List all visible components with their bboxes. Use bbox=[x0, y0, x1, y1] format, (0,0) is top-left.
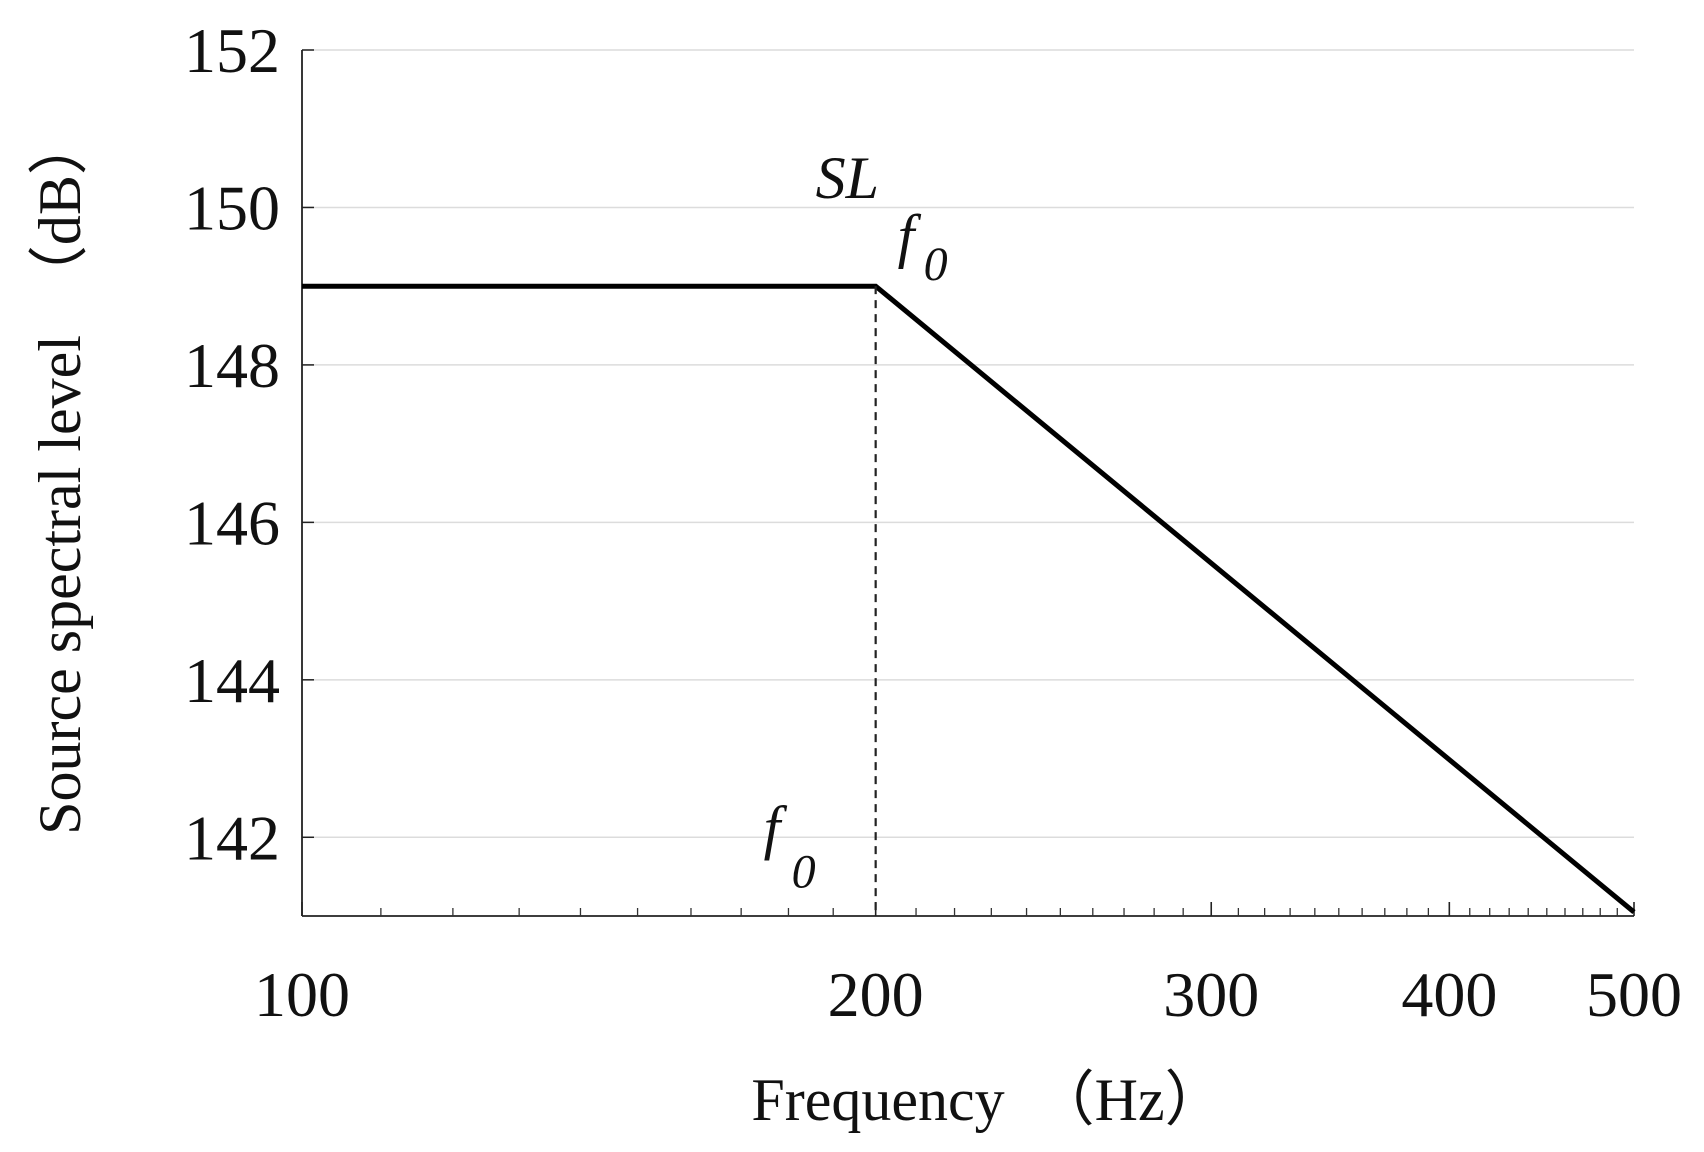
y-tick-label: 148 bbox=[184, 330, 280, 401]
annotations-layer: SLf 0f0 bbox=[764, 145, 948, 916]
sl-label-sub: f bbox=[898, 203, 922, 269]
grid-layer bbox=[302, 49, 1634, 839]
y-axis-title: Source spectral level （dB） bbox=[27, 115, 93, 835]
sl-label-main: SL bbox=[816, 145, 879, 211]
labels-layer: 142 144 146 148 150 152 100 200 300 400 500 Frequen… bbox=[27, 15, 1682, 1133]
f0-label-main: f bbox=[764, 794, 788, 860]
series-layer bbox=[302, 283, 1636, 915]
y-tick-label: 142 bbox=[184, 802, 280, 873]
x-tick-label: 400 bbox=[1401, 959, 1497, 1030]
y-tick-label: 152 bbox=[184, 15, 280, 86]
axes bbox=[301, 49, 1635, 917]
series-line bbox=[302, 283, 1636, 915]
f0-label-sub: 0 bbox=[792, 845, 816, 898]
x-axis-title: Frequency （Hz） bbox=[751, 1067, 1224, 1133]
x-tick-label: 500 bbox=[1586, 959, 1682, 1030]
y-tick-label: 146 bbox=[184, 487, 280, 558]
x-tick-label: 100 bbox=[254, 959, 350, 1030]
x-tick-label: 300 bbox=[1163, 959, 1259, 1030]
x-tick-label: 200 bbox=[828, 959, 924, 1030]
sl-label-subsub: 0 bbox=[924, 238, 948, 291]
y-tick-label: 144 bbox=[184, 645, 280, 716]
y-tick-label: 150 bbox=[184, 172, 280, 243]
